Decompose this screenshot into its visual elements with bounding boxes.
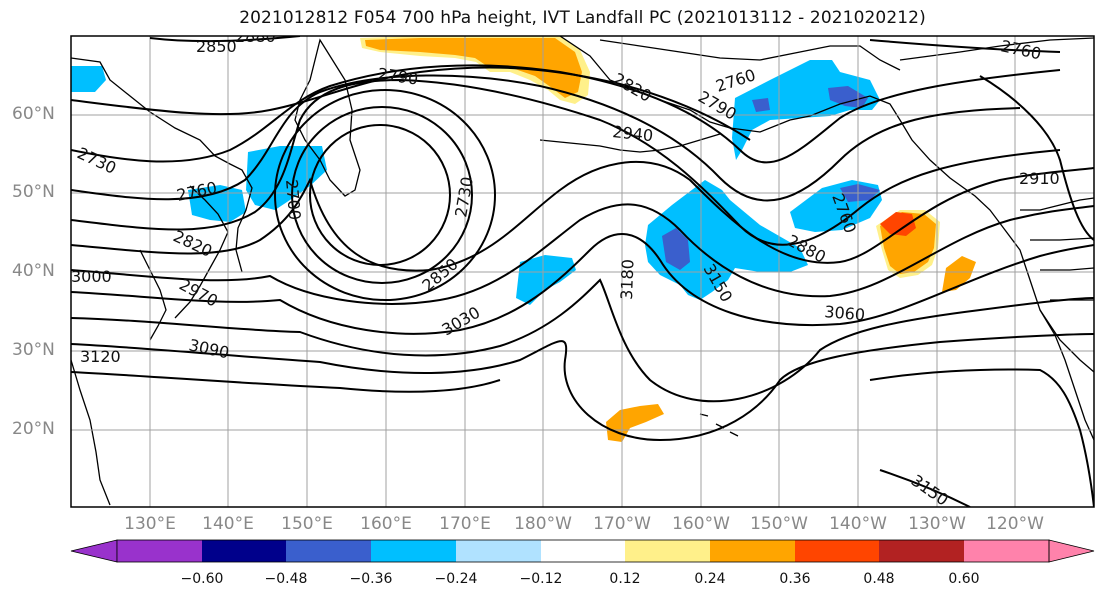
contour-i xyxy=(71,333,1094,442)
colorbar-tick-label: −0.12 xyxy=(519,571,563,587)
lat-label: 30°N xyxy=(12,340,55,360)
colorbar-swatch xyxy=(202,540,286,562)
contour-label: 3060 xyxy=(824,302,866,324)
colorbar-swatch xyxy=(456,540,541,562)
contour-l xyxy=(879,469,971,507)
chart-title: 2021012812 F054 700 hPa height, IVT Land… xyxy=(239,8,926,28)
contour-k xyxy=(869,368,1094,507)
lon-label: 160°E xyxy=(360,514,412,534)
lon-label: 150°E xyxy=(281,514,333,534)
colorbar-swatch xyxy=(879,540,964,562)
colorbar-swatch xyxy=(625,540,710,562)
contour-label: 2850 xyxy=(196,37,237,56)
contour-low-3 xyxy=(274,89,496,301)
contour-label: 3120 xyxy=(80,347,121,366)
contour-b xyxy=(71,64,1061,164)
colorbar-tick-label: 0.60 xyxy=(948,571,980,587)
colorbar-swatch xyxy=(795,540,879,562)
coast-us-states xyxy=(1020,197,1094,301)
map-frame xyxy=(70,35,1095,508)
contour-e xyxy=(71,160,1094,272)
colorbar-frame xyxy=(116,539,1050,563)
colorbar-tick-label: 0.48 xyxy=(863,571,895,587)
negative-anomaly-japan-west xyxy=(188,185,246,222)
lon-label: 170°E xyxy=(439,514,491,534)
contour-o xyxy=(979,75,1094,241)
negative-anomaly-kamchatka xyxy=(71,66,106,92)
contour-d xyxy=(71,78,1061,246)
lon-label: 180°W xyxy=(514,514,572,534)
contour-label: 2880 xyxy=(235,27,276,46)
colorbar-extend-low xyxy=(70,539,118,563)
lon-label: 130°E xyxy=(124,514,176,534)
contour-n xyxy=(869,39,1061,53)
lat-label: 20°N xyxy=(12,419,55,439)
contour-j xyxy=(71,371,501,393)
colorbar-tick-label: −0.60 xyxy=(180,571,224,587)
contour-a xyxy=(71,66,751,141)
lat-label: 50°N xyxy=(12,182,55,202)
contour-label: 2700 xyxy=(282,179,304,221)
colorbar-extend-high xyxy=(1048,539,1095,563)
lon-label: 130°W xyxy=(908,514,966,534)
lon-label: 140°E xyxy=(202,514,254,534)
colorbar xyxy=(70,539,1095,563)
colorbar-swatch xyxy=(286,540,371,562)
contour-m xyxy=(149,36,301,43)
positive-anomaly-california xyxy=(942,256,976,292)
colorbar-tick-label: 0.24 xyxy=(694,571,726,587)
coast-philippines xyxy=(71,359,111,506)
negative-core-subpolar-a xyxy=(752,98,770,112)
colorbar-tick-label: −0.48 xyxy=(264,571,308,587)
lon-label: 170°W xyxy=(593,514,651,534)
contour-f xyxy=(71,203,1094,305)
lat-label: 60°N xyxy=(12,104,55,124)
coast-mexico xyxy=(1039,309,1094,441)
colorbar-swatch xyxy=(541,540,625,562)
coast-aleutians xyxy=(539,133,721,153)
lon-label: 150°W xyxy=(750,514,808,534)
negative-anomaly-subpolar-pacific xyxy=(732,60,880,160)
colorbar-swatch xyxy=(964,540,1049,562)
coast-korea xyxy=(139,249,167,341)
lat-label: 40°N xyxy=(12,261,55,281)
colorbar-tick-label: 0.36 xyxy=(779,571,811,587)
gridlines xyxy=(71,36,1094,507)
lon-label: 160°W xyxy=(672,514,730,534)
contour-c xyxy=(71,74,1021,202)
coast-japan xyxy=(174,185,229,319)
coast-alaska-north xyxy=(599,39,901,71)
colorbar-tick-label: −0.24 xyxy=(434,571,478,587)
contour-label: 3180 xyxy=(617,259,637,300)
negative-anomaly-central-pacific-a xyxy=(645,180,808,300)
colorbar-tick-label: 0.12 xyxy=(609,571,641,587)
lon-label: 120°W xyxy=(986,514,1044,534)
colorbar-swatch xyxy=(710,540,795,562)
negative-anomaly-central-pacific-b xyxy=(516,255,576,305)
positive-anomaly-central-pacific xyxy=(606,404,664,442)
contour-label: 2940 xyxy=(612,122,654,145)
contour-label: 3000 xyxy=(71,267,112,286)
negative-core-central-pacific xyxy=(662,228,690,270)
height-contours xyxy=(71,36,1094,507)
contour-label: 2910 xyxy=(1019,169,1060,188)
positive-anomaly-alaska-gulf-core xyxy=(365,38,582,98)
contour-low-2 xyxy=(291,106,473,284)
contour-g xyxy=(71,233,1094,335)
positive-anomaly-pacific-northwest-max xyxy=(880,212,916,236)
colorbar-swatch xyxy=(117,540,202,562)
lon-label: 140°W xyxy=(829,514,887,534)
colorbar-tick-label: −0.36 xyxy=(349,571,393,587)
contour-h xyxy=(71,278,1094,403)
colorbar-swatch xyxy=(371,540,456,562)
